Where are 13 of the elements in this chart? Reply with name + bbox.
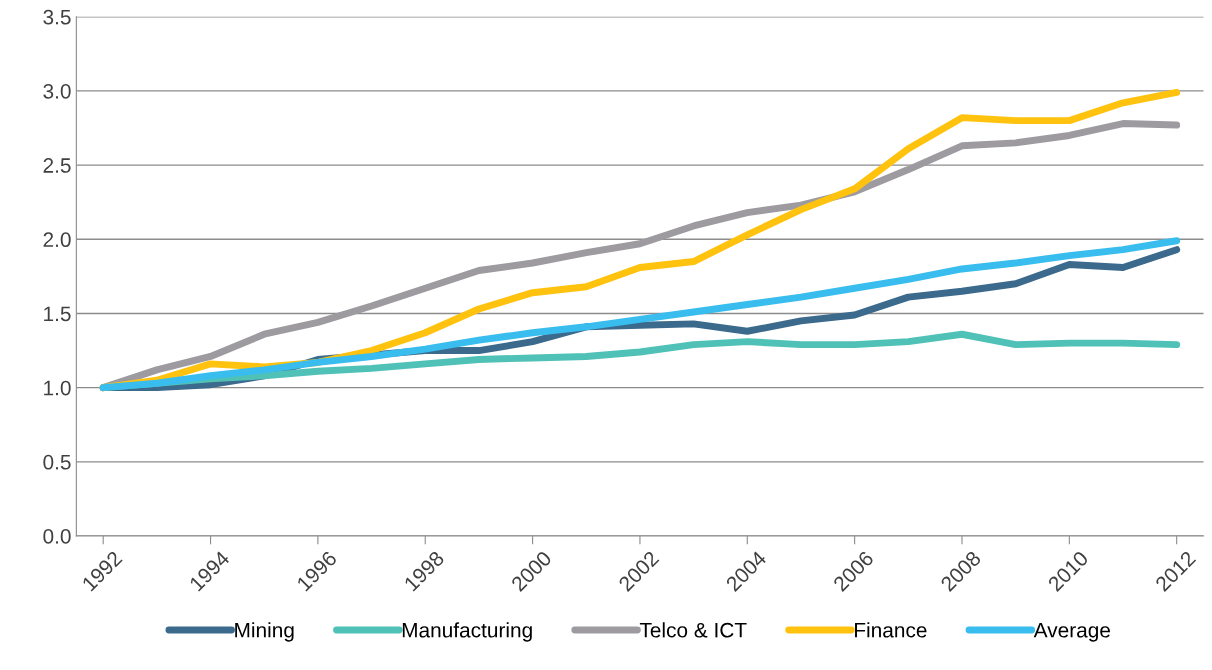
y-tick-label: 0.0 — [43, 529, 71, 544]
legend-label: Finance — [855, 622, 927, 638]
y-tick-label: 1.0 — [44, 380, 71, 396]
y-tick-label: 2.5 — [43, 158, 71, 173]
legend-label: Average — [1033, 623, 1110, 642]
y-tick-label: 1.5 — [44, 306, 71, 322]
y-tick-label: 3.5 — [43, 9, 71, 25]
legend-label: Mining — [235, 622, 294, 642]
y-tick-label: 3.0 — [43, 83, 71, 99]
legend-label: Manufacturing — [402, 622, 532, 642]
y-tick-label: 2.0 — [43, 232, 71, 248]
legend-label: Telco & ICT — [639, 622, 747, 638]
y-tick-label: 0.5 — [43, 454, 71, 470]
